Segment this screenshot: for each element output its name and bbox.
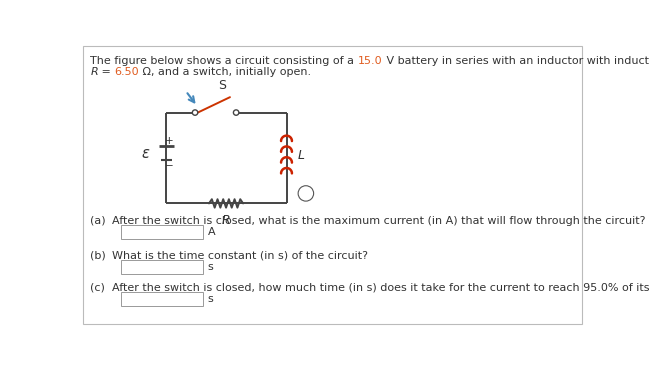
FancyBboxPatch shape	[121, 260, 202, 273]
Text: (c): (c)	[90, 283, 105, 293]
FancyBboxPatch shape	[121, 292, 202, 306]
Text: i: i	[304, 188, 308, 199]
Text: R: R	[90, 67, 98, 77]
Text: L: L	[298, 149, 305, 162]
Text: s: s	[208, 294, 214, 304]
Text: After the switch is closed, what is the maximum current (in A) that will flow th: After the switch is closed, what is the …	[112, 216, 646, 226]
Text: (b): (b)	[90, 250, 106, 261]
Circle shape	[298, 186, 313, 201]
Text: V battery in series with an inductor with inductance: V battery in series with an inductor wit…	[382, 55, 649, 66]
Text: −: −	[165, 161, 174, 171]
Circle shape	[192, 110, 198, 115]
FancyBboxPatch shape	[121, 225, 202, 239]
Text: +: +	[165, 136, 174, 146]
Text: $\mathit{\varepsilon}$: $\mathit{\varepsilon}$	[141, 146, 150, 161]
Text: After the switch is closed, how much time (in s) does it take for the current to: After the switch is closed, how much tim…	[112, 283, 649, 293]
Circle shape	[234, 110, 239, 115]
Text: 15.0: 15.0	[358, 55, 382, 66]
Text: What is the time constant (in s) of the circuit?: What is the time constant (in s) of the …	[112, 250, 368, 261]
Text: =: =	[98, 67, 115, 77]
Text: S: S	[218, 79, 226, 92]
Text: R: R	[222, 214, 230, 227]
Text: (a): (a)	[90, 216, 106, 226]
Text: The figure below shows a circuit consisting of a: The figure below shows a circuit consist…	[90, 55, 358, 66]
Text: Ω, and a switch, initially open.: Ω, and a switch, initially open.	[139, 67, 312, 77]
Text: A: A	[208, 227, 215, 237]
Text: 6.50: 6.50	[115, 67, 139, 77]
Text: s: s	[208, 262, 214, 272]
